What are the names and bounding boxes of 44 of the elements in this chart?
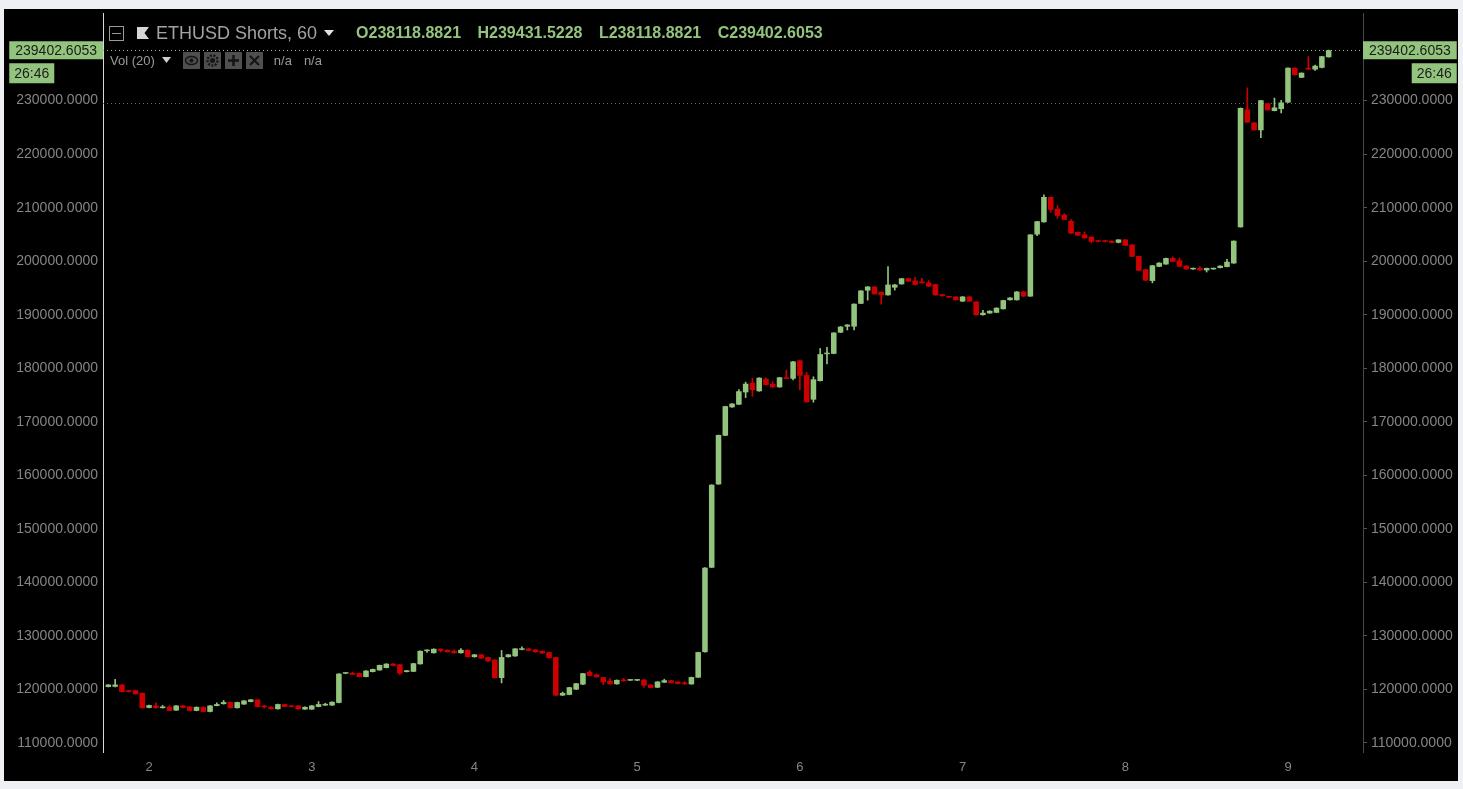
y2-tick-label: 210000.0000 [1371, 198, 1453, 215]
y2-tick-label: 140000.0000 [1371, 573, 1453, 590]
y2-tick-label: 170000.0000 [1371, 412, 1453, 429]
x-tick-label: 6 [796, 759, 804, 775]
y-tick-label: 200000.0000 [16, 252, 99, 269]
y2-tick-label: 110000.0000 [1371, 733, 1452, 750]
y2-tick-label: 130000.0000 [1371, 626, 1453, 643]
text: 26:46 [1416, 65, 1452, 82]
y2-tick-label: 180000.0000 [1371, 359, 1453, 376]
y-tick-label: 180000.0000 [16, 359, 99, 376]
x-tick-label: 4 [470, 759, 479, 775]
ref-line-label: 239402.6053 [15, 42, 98, 59]
x-tick-label: 3 [308, 759, 316, 775]
text: O238118.8821 H239431.5228 L238118.8821 C239402.6053 [356, 24, 823, 42]
y-tick-label: 230000.0000 [16, 91, 99, 108]
y-tick-label: 140000.0000 [16, 573, 99, 590]
y2-tick-label: 230000.0000 [1371, 91, 1453, 108]
y-tick-label: 110000.0000 [17, 733, 99, 750]
y2-tick-label: 190000.0000 [1371, 305, 1453, 322]
x-tick-label: 7 [958, 759, 967, 775]
x-tick-label: 2 [145, 759, 153, 775]
y2-tick-label: 200000.0000 [1371, 252, 1453, 269]
x-tick-label: 8 [1121, 759, 1129, 775]
x-tick-label: 5 [633, 759, 641, 775]
y2-tick-label: 220000.0000 [1371, 145, 1453, 162]
y-tick-label: 120000.0000 [16, 680, 99, 697]
y2-tick-label: 150000.0000 [1371, 519, 1453, 536]
y-tick-label: 150000.0000 [16, 519, 99, 536]
text: 239402.6053 [1369, 42, 1451, 59]
y2-tick-label: 160000.0000 [1371, 466, 1453, 483]
y-tick-label: 170000.0000 [16, 412, 99, 429]
x-tick-label: 9 [1284, 759, 1292, 775]
y-tick-label: 160000.0000 [16, 466, 99, 483]
annotation: n/a [273, 52, 292, 68]
annotation: n/a [303, 52, 322, 68]
y-tick-label: 210000.0000 [16, 198, 99, 215]
annotation: Vol (20) [110, 52, 155, 68]
y-tick-label: 130000.0000 [16, 626, 99, 643]
text: 26:46 [14, 65, 50, 82]
y2-tick-label: 120000.0000 [1371, 680, 1453, 697]
y-tick-label: 190000.0000 [16, 305, 99, 322]
candlestick [783, 369, 790, 380]
text: ETHUSD Shorts, 60 [156, 22, 318, 44]
y-tick-label: 220000.0000 [16, 145, 99, 162]
